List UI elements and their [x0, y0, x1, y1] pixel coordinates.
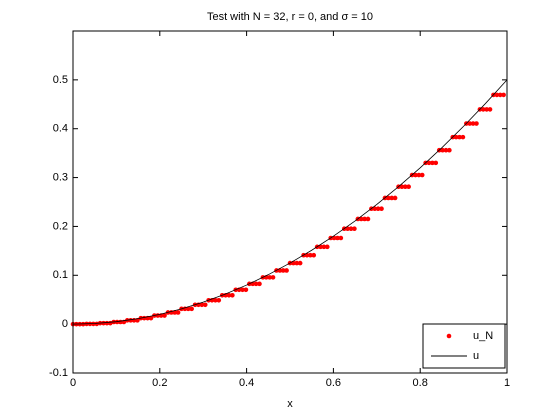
data-point — [257, 281, 262, 287]
data-point — [416, 172, 422, 178]
data-point — [253, 281, 259, 287]
data-point — [386, 195, 391, 201]
y-tick-label: 0.2 — [53, 220, 68, 232]
chart-title: Test with N = 32, r = 0, and σ = 10 — [207, 11, 373, 23]
data-point — [460, 134, 466, 140]
axes-background — [73, 31, 507, 373]
data-point — [202, 302, 208, 308]
data-point — [470, 121, 476, 126]
data-point — [335, 235, 340, 241]
data-point — [501, 92, 506, 98]
data-point — [213, 298, 218, 303]
data-point — [311, 252, 317, 258]
data-point — [457, 134, 462, 140]
data-point — [480, 107, 486, 112]
data-point — [433, 160, 439, 166]
data-point — [175, 310, 181, 315]
data-point — [402, 184, 408, 190]
data-point — [324, 244, 330, 250]
data-point — [352, 226, 357, 232]
data-point — [345, 226, 350, 232]
data-point — [199, 302, 205, 308]
data-point — [348, 226, 354, 232]
data-point — [308, 252, 313, 258]
x-tick-label: 0.2 — [152, 377, 167, 389]
data-point — [358, 216, 364, 222]
data-point — [494, 92, 500, 98]
data-point — [392, 195, 398, 201]
legend-label: u — [473, 350, 479, 362]
data-point — [440, 147, 445, 153]
legend-box — [422, 323, 506, 369]
data-point — [338, 235, 344, 241]
data-point — [487, 107, 493, 112]
data-point — [419, 172, 425, 178]
data-point — [399, 184, 405, 190]
data-point — [189, 306, 194, 312]
data-point — [426, 160, 432, 166]
data-point — [447, 147, 452, 153]
y-tick-label: 0.4 — [53, 123, 68, 135]
data-point — [226, 292, 232, 298]
data-point — [216, 298, 222, 303]
data-point — [148, 315, 154, 321]
series-line — [72, 79, 508, 325]
y-tick-label: 0.5 — [53, 74, 68, 86]
data-point — [240, 287, 245, 293]
data-point — [453, 134, 459, 140]
x-axis-label: x — [287, 398, 293, 410]
y-tick-label: 0.3 — [53, 171, 68, 183]
y-tick-label: 0.1 — [53, 269, 68, 281]
data-point — [280, 268, 286, 273]
legend: u_Nu — [422, 323, 506, 369]
data-point — [297, 260, 303, 266]
data-point — [362, 216, 367, 222]
data-point — [443, 147, 449, 153]
data-point — [284, 268, 289, 273]
data-point — [484, 107, 489, 112]
y-tick-label: 0 — [62, 318, 68, 330]
data-point — [162, 313, 167, 318]
data-point — [294, 260, 300, 266]
x-tick-label: 1 — [504, 377, 510, 389]
data-point — [379, 206, 384, 211]
data-point — [430, 160, 435, 166]
data-point — [413, 172, 418, 178]
axes-box — [72, 30, 508, 374]
data-point — [270, 275, 276, 280]
data-point — [406, 184, 411, 190]
legend-marker — [446, 333, 452, 339]
data-point — [467, 121, 473, 126]
data-point — [172, 310, 178, 315]
legend-label: u_N — [473, 330, 493, 342]
data-point — [365, 216, 371, 222]
data-point — [372, 206, 378, 211]
x-tick-label: 0.6 — [326, 377, 341, 389]
data-point — [185, 306, 191, 312]
data-point — [497, 92, 503, 98]
data-point — [243, 287, 249, 293]
x-tick-label: 0.4 — [239, 377, 254, 389]
data-point — [375, 206, 381, 211]
y-tick-label: -0.1 — [49, 367, 68, 379]
data-point — [389, 195, 395, 201]
data-point — [321, 244, 327, 250]
data-point — [474, 121, 479, 126]
data-point — [267, 275, 272, 280]
data-point — [230, 292, 235, 298]
x-tick-label: 0.8 — [413, 377, 428, 389]
x-tick-label: 0 — [70, 377, 76, 389]
